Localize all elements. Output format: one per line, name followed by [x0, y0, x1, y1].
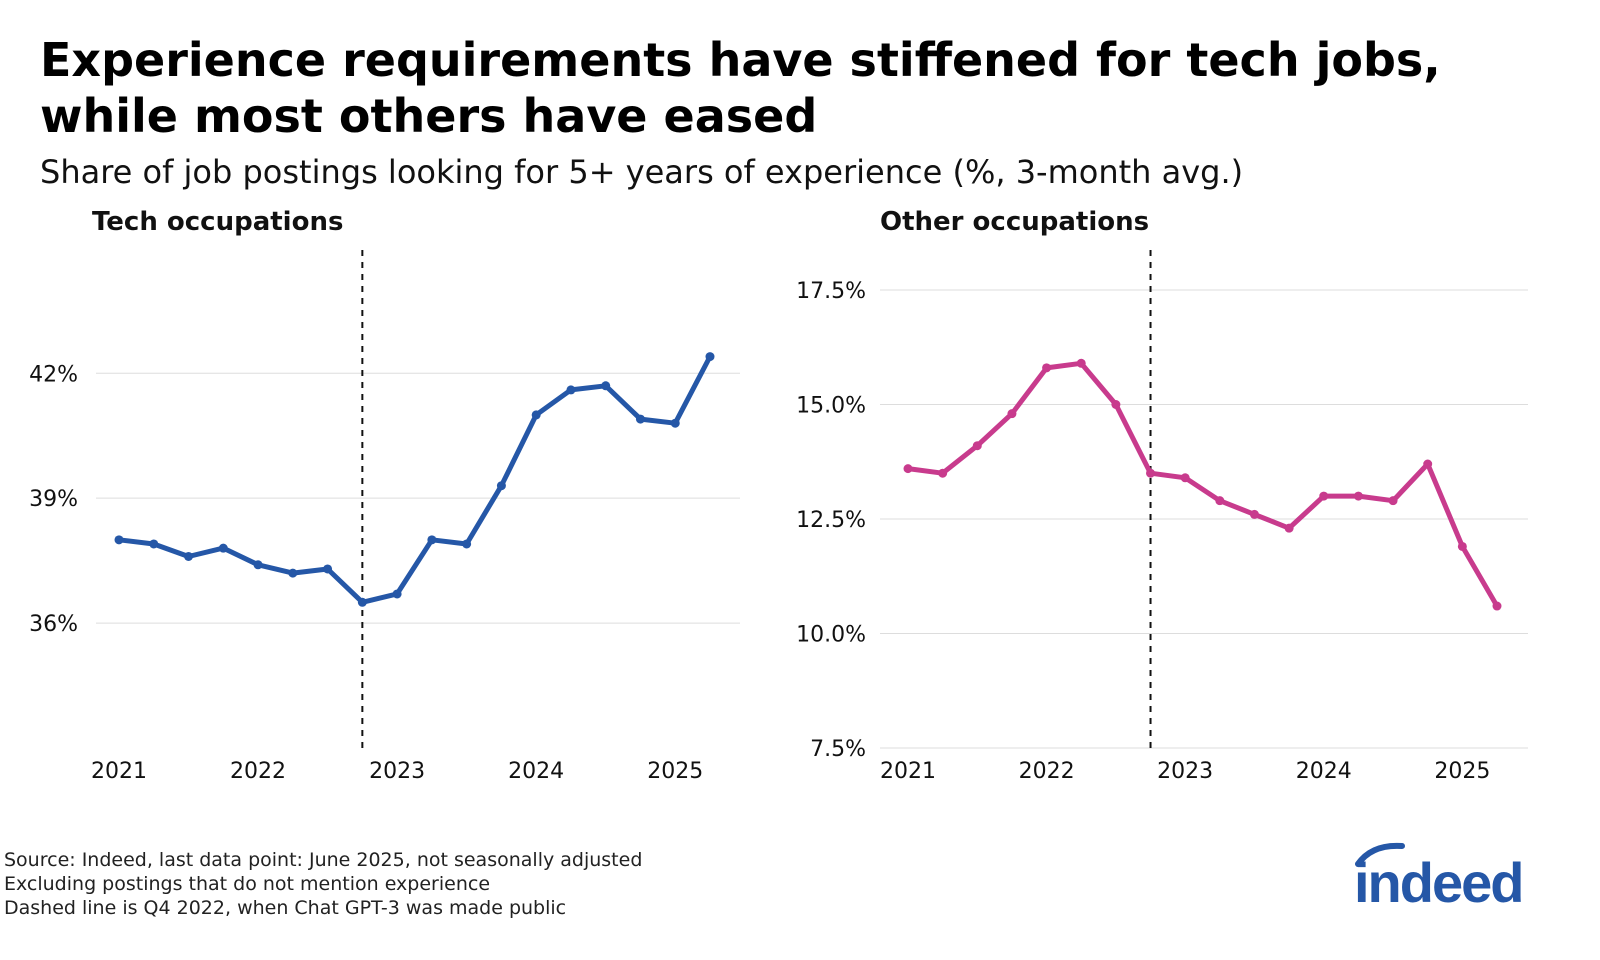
data-point: [357, 597, 367, 607]
data-point: [1042, 363, 1052, 373]
data-point: [531, 410, 541, 420]
indeed-logo: indeed: [1354, 842, 1524, 908]
data-point: [566, 385, 576, 395]
footnote-source: Source: Indeed, last data point: June 20…: [4, 849, 643, 871]
data-point: [462, 539, 472, 549]
data-point: [1146, 468, 1156, 478]
x-tick-label: 2024: [1296, 759, 1352, 784]
panel-title: Other occupations: [880, 207, 1149, 237]
data-point: [635, 414, 645, 424]
data-point: [1111, 400, 1121, 409]
data-point: [1319, 491, 1329, 501]
data-point: [670, 418, 680, 428]
data-point: [323, 564, 333, 574]
footnote-dashed-line: Dashed line is Q4 2022, when Chat GPT-3 …: [4, 897, 567, 919]
x-tick-label: 2025: [647, 759, 703, 784]
data-point: [218, 543, 228, 553]
series-line: [116, 354, 713, 605]
data-point: [1076, 358, 1086, 368]
footnotes: Source: Indeed, last data point: June 20…: [4, 848, 642, 920]
y-tick-label: 17.5%: [796, 279, 866, 304]
x-tick-label: 2021: [91, 759, 147, 784]
x-tick-label: 2025: [1434, 759, 1490, 784]
data-point: [114, 535, 124, 545]
data-point: [392, 589, 402, 599]
data-point: [1007, 409, 1017, 419]
data-point: [184, 551, 194, 561]
data-point: [938, 468, 948, 478]
y-tick-label: 15.0%: [796, 394, 866, 419]
data-point: [972, 441, 982, 451]
data-point: [1249, 509, 1259, 519]
data-point: [1353, 491, 1363, 501]
data-point: [1423, 459, 1433, 469]
footnote-exclusion: Excluding postings that do not mention e…: [4, 873, 491, 895]
y-tick-label: 36%: [29, 612, 78, 637]
logo-wordmark: indeed: [1354, 851, 1522, 908]
data-point: [1388, 496, 1398, 506]
series-line: [905, 360, 1500, 609]
data-point: [1284, 523, 1294, 533]
data-point: [1457, 541, 1467, 551]
x-tick-label: 2022: [230, 759, 286, 784]
logo-arc-icon: [1355, 842, 1405, 867]
data-point: [1180, 473, 1190, 483]
data-point: [149, 539, 159, 549]
data-point: [253, 560, 263, 570]
x-tick-label: 2023: [369, 759, 425, 784]
data-point: [496, 481, 506, 491]
data-point: [903, 464, 913, 474]
data-point: [705, 352, 715, 362]
data-point: [288, 568, 298, 578]
y-tick-label: 12.5%: [796, 508, 866, 533]
y-tick-label: 7.5%: [810, 737, 866, 762]
x-tick-label: 2024: [508, 759, 564, 784]
chart-subtitle: Share of job postings looking for 5+ yea…: [40, 153, 1244, 191]
y-tick-label: 10.0%: [796, 623, 866, 648]
panel-title: Tech occupations: [92, 207, 343, 237]
data-point: [1215, 496, 1225, 506]
x-tick-label: 2022: [1019, 759, 1075, 784]
data-point: [427, 535, 437, 545]
y-tick-label: 42%: [29, 362, 78, 387]
data-point: [1492, 601, 1502, 611]
chart-title: Experience requirements have stiffened f…: [40, 33, 1441, 143]
y-tick-label: 39%: [29, 487, 78, 512]
x-tick-label: 2023: [1157, 759, 1213, 784]
data-point: [601, 381, 611, 391]
x-tick-label: 2021: [880, 759, 936, 784]
